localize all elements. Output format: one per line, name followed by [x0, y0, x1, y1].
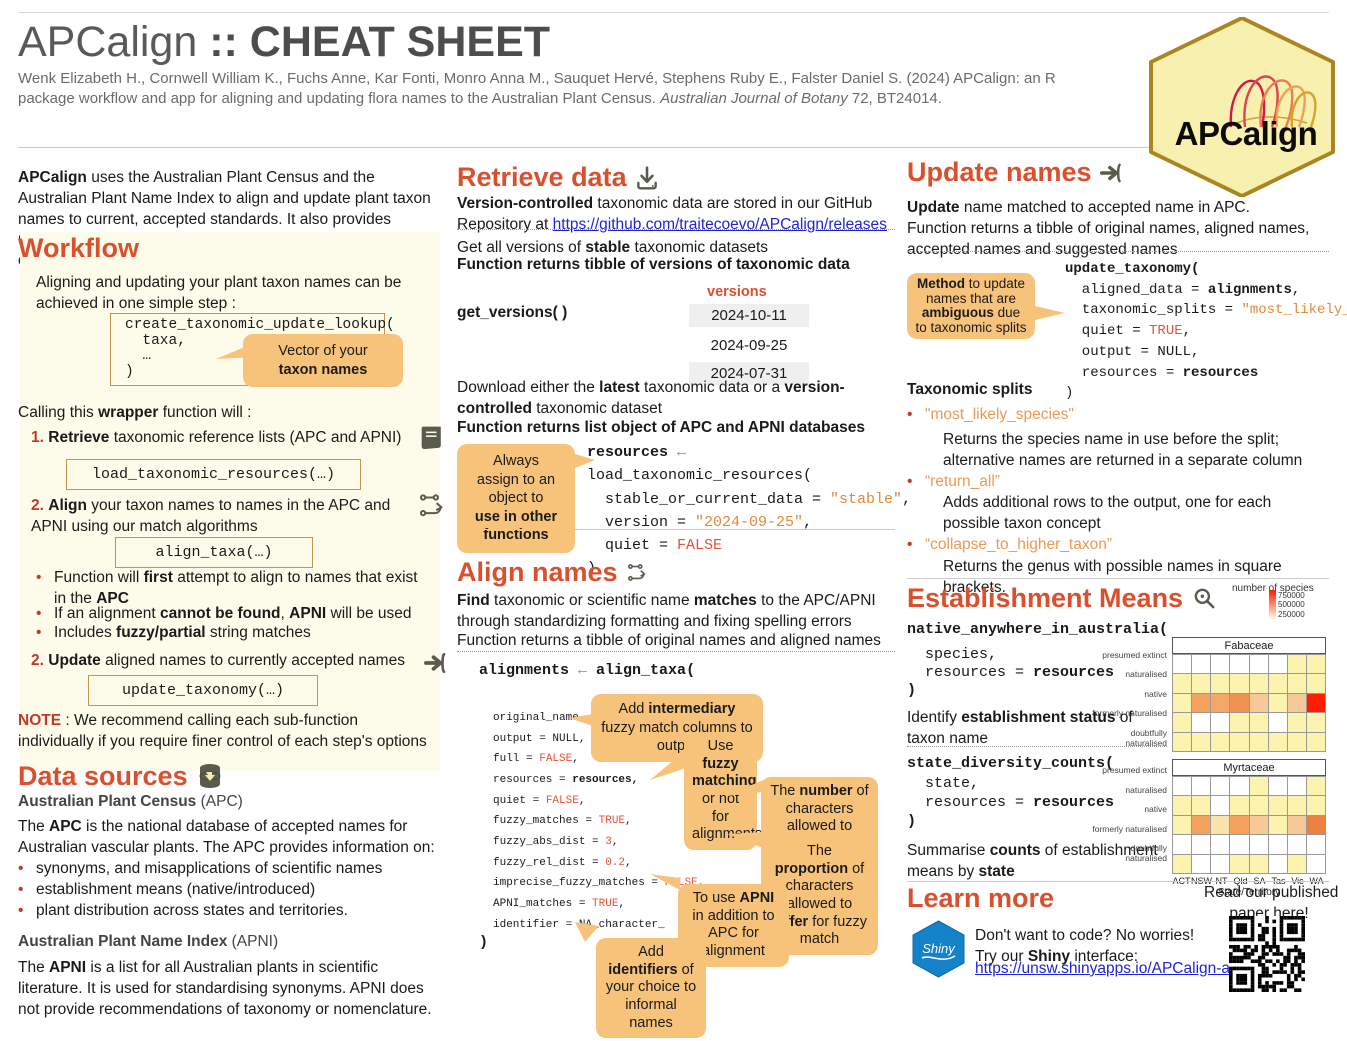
svg-text:APCalign: APCalign — [1175, 115, 1318, 152]
svg-text:Shiny: Shiny — [922, 941, 956, 956]
